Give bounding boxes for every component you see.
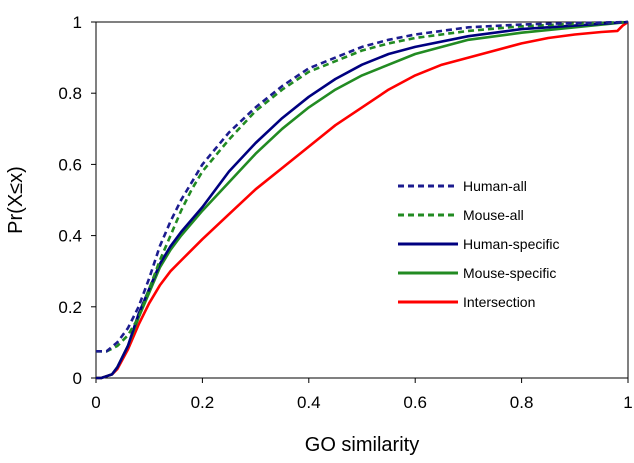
plot-border bbox=[95, 21, 629, 379]
legend-label: Mouse-all bbox=[463, 207, 524, 223]
legend: Human-all Mouse-all Human-specific Mouse-sp… bbox=[398, 178, 559, 310]
legend-label: Human-all bbox=[463, 178, 527, 194]
y-axis-title: Pr(X≤x) bbox=[5, 166, 27, 234]
x-tick-label: 0.8 bbox=[510, 393, 534, 412]
series-layer bbox=[96, 20, 629, 380]
y-tick-label: 0.8 bbox=[58, 84, 82, 103]
series-line-human-specific bbox=[96, 20, 629, 380]
x-axis-title: GO similarity bbox=[305, 434, 419, 456]
legend-label: Human-specific bbox=[463, 236, 559, 252]
series-line-mouse-specific bbox=[96, 20, 629, 380]
y-tick-label: 0 bbox=[73, 369, 82, 388]
y-tick-label: 0.6 bbox=[58, 155, 82, 174]
series-line-human-all bbox=[96, 20, 629, 353]
y-tick-label: 0.4 bbox=[58, 227, 82, 246]
series-line-mouse-all bbox=[96, 20, 629, 353]
plot-frame bbox=[95, 21, 629, 379]
y-tick-label: 0.2 bbox=[58, 298, 82, 317]
legend-label: Intersection bbox=[463, 294, 535, 310]
x-tick-label: 0.6 bbox=[403, 393, 427, 412]
y-axis: 0 0.2 0.4 0.6 0.8 1 bbox=[58, 13, 96, 388]
series-line-intersection bbox=[96, 20, 629, 380]
x-axis: 0 0.2 0.4 0.6 0.8 1 bbox=[91, 378, 633, 412]
y-tick-label: 1 bbox=[73, 13, 82, 32]
legend-label: Mouse-specific bbox=[463, 265, 556, 281]
x-tick-label: 0.2 bbox=[191, 393, 215, 412]
x-tick-label: 0 bbox=[91, 393, 100, 412]
x-tick-label: 0.4 bbox=[297, 393, 321, 412]
x-tick-label: 1 bbox=[623, 393, 632, 412]
